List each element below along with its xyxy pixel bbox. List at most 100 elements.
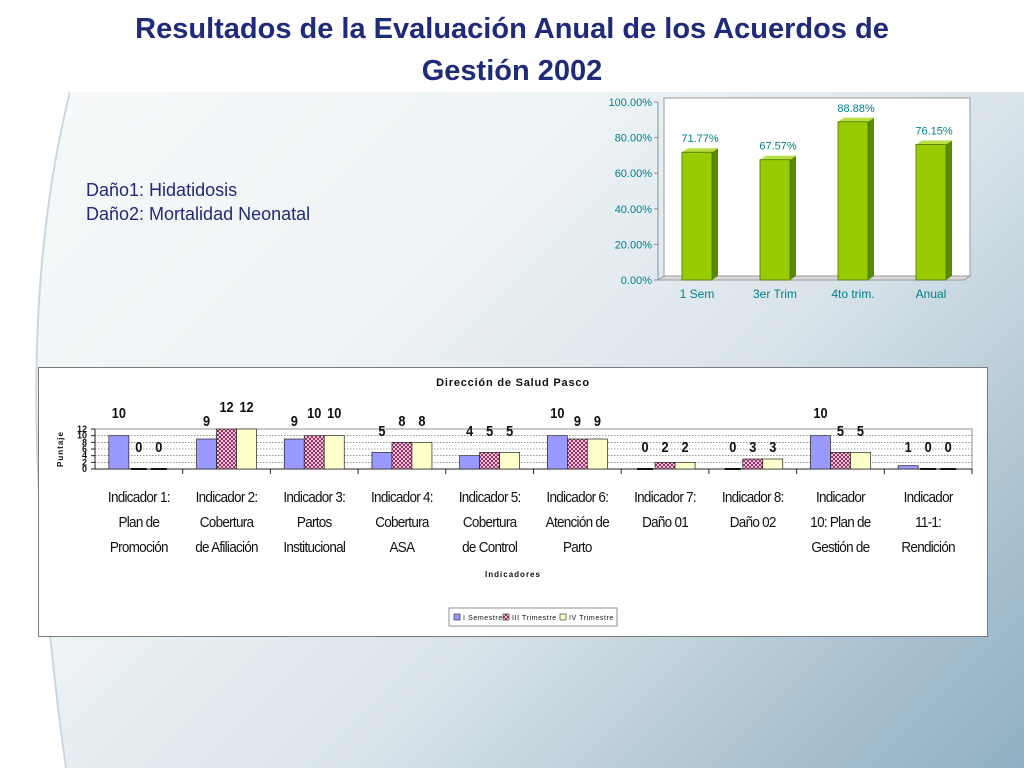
bar <box>915 144 947 281</box>
bar <box>837 121 869 281</box>
bar-side <box>868 117 874 280</box>
title-line-2: Gestión 2002 <box>421 55 603 87</box>
x-tick-label: Cobertura <box>375 514 429 531</box>
y-tick-label: 4 <box>82 451 87 461</box>
data-label: 5 <box>378 422 385 439</box>
x-tick-label: Daño 01 <box>642 514 689 531</box>
data-label: 9 <box>574 412 581 429</box>
data-label: 0 <box>729 438 736 455</box>
y-tick-label: 12 <box>77 424 87 434</box>
bar <box>283 438 305 470</box>
y-tick-label: 80.00% <box>615 133 653 145</box>
data-label: 10 <box>813 404 827 421</box>
legend-swatch <box>453 613 461 621</box>
data-label: 10 <box>550 404 564 421</box>
bar <box>459 455 480 470</box>
bar <box>830 451 851 470</box>
y-tick-label: 2 <box>82 457 87 467</box>
data-label: 0 <box>945 438 952 455</box>
x-tick-label: Promoción <box>110 539 168 556</box>
x-tick-label: Indicador <box>904 489 954 506</box>
bar <box>810 435 831 470</box>
x-tick-label: 3er Trim <box>753 287 797 301</box>
bar <box>681 151 713 281</box>
x-tick-label: Partos <box>297 514 332 531</box>
note-line-2: Daño2: Mortalidad Neonatal <box>86 204 311 224</box>
bar <box>586 438 608 470</box>
data-label: 0 <box>135 438 142 455</box>
data-label: 12 <box>219 398 233 415</box>
bar-top <box>760 155 796 160</box>
data-label: 2 <box>682 438 689 455</box>
y-tick-label: 8 <box>82 437 87 447</box>
data-label: 9 <box>203 412 210 429</box>
y-tick-label: 40.00% <box>615 204 653 216</box>
x-tick-label: Cobertura <box>463 514 517 531</box>
x-tick-label: Rendición <box>901 539 954 556</box>
y-tick-label: 0.00% <box>621 275 652 287</box>
bar-top <box>682 148 718 153</box>
x-tick-label: Gestión de <box>811 539 870 556</box>
bar <box>216 428 237 470</box>
x-tick-label: Anual <box>916 287 947 301</box>
legend-swatch <box>559 613 567 621</box>
legend-label: IV Trimestre <box>569 615 614 622</box>
bar-top <box>916 140 952 145</box>
x-tick-label: Parto <box>563 539 592 556</box>
x-tick-label: 4to trim. <box>831 287 874 301</box>
data-label: 8 <box>398 412 405 429</box>
y-tick-label: 60.00% <box>615 168 653 180</box>
annual-percentage-chart: 100.00% 80.00% 60.00% 40.00% 20.00% 0.00% 71.7… <box>609 97 972 301</box>
data-label: 5 <box>506 422 513 439</box>
bar <box>411 441 433 470</box>
x-tick-label: Indicador 7: <box>634 489 696 506</box>
x-tick-label: Institucional <box>283 539 345 556</box>
data-label: 12 <box>239 398 253 415</box>
note-line-1: Daño1: Hidatidosis <box>86 180 238 200</box>
x-tick-label: 10: Plan de <box>810 514 871 531</box>
data-label: 2 <box>662 438 669 455</box>
y-tick-label: 100.00% <box>609 97 653 109</box>
x-tick-label: Daño 02 <box>730 514 777 531</box>
title-line-1: Resultados de la Evaluación Anual de los… <box>135 13 889 45</box>
y-tick-label: 20.00% <box>615 239 653 251</box>
x-tick-label: Plan de <box>119 514 160 531</box>
data-label: 5 <box>837 422 844 439</box>
data-label: 4 <box>466 422 473 439</box>
bar <box>499 451 520 470</box>
bar <box>762 458 784 470</box>
y-axis-label: Puntaje <box>56 431 65 467</box>
legend-box <box>448 607 618 627</box>
bar <box>479 451 500 470</box>
x-tick-label: Indicador 8: <box>722 489 784 506</box>
chart-legend: I Semestre III Trimestre IV Trimestre <box>448 607 618 627</box>
data-label: 5 <box>486 422 493 439</box>
bar-top <box>838 117 874 122</box>
bar <box>759 159 791 281</box>
bar-side <box>790 155 796 280</box>
x-tick-label: 11-1: <box>915 514 941 531</box>
data-label: 76.15% <box>915 125 953 137</box>
x-tick-label: Indicador <box>816 489 866 506</box>
bar <box>196 438 217 470</box>
data-label: 3 <box>769 438 776 455</box>
x-tick-label: Cobertura <box>200 514 254 531</box>
data-label: 0 <box>642 438 649 455</box>
x-tick-label: Indicador 2: <box>196 489 258 506</box>
data-label: 10 <box>307 404 321 421</box>
y-tick-label: 0 <box>82 464 87 474</box>
page-title: Resultados de la Evaluación Anual de los… <box>40 8 984 92</box>
indicators-chart-frame: Dirección de Salud Pasco 12 10 8 6 4 2 0 Puntaje… <box>38 367 988 637</box>
x-tick-label: de Afiliación <box>195 539 258 556</box>
bar <box>897 465 919 470</box>
x-tick-label: Indicador 4: <box>371 489 433 506</box>
data-label: 8 <box>418 412 425 429</box>
x-tick-label: Indicador 3: <box>283 489 345 506</box>
data-label: 0 <box>925 438 932 455</box>
x-tick-label: 1 Sem <box>680 287 715 301</box>
legend-label: III Trimestre <box>512 615 557 622</box>
x-tick-label: ASA <box>390 539 416 556</box>
bar-side <box>712 148 718 280</box>
chart-title: Dirección de Salud Pasco <box>436 377 590 389</box>
data-label: 10 <box>327 404 341 421</box>
